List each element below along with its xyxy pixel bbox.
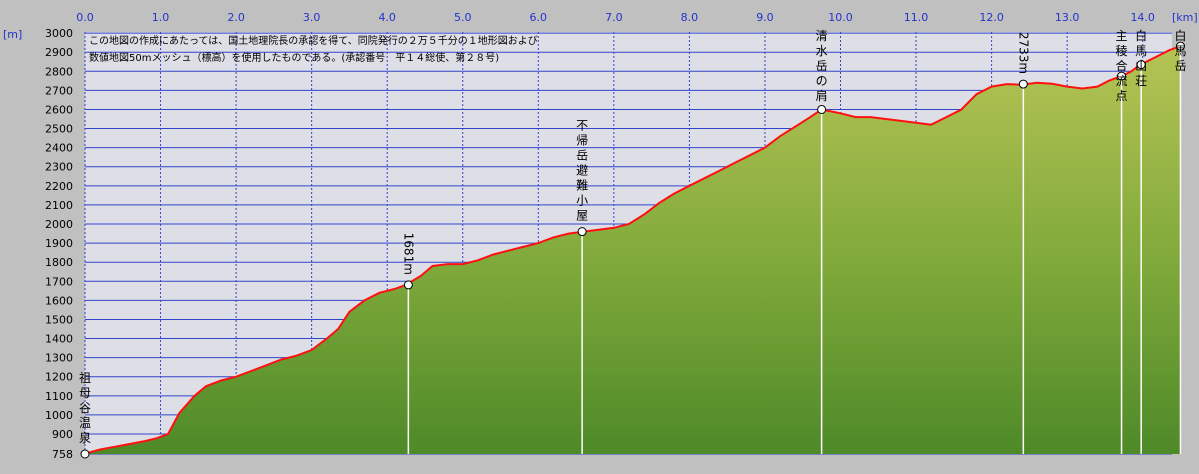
x-unit-label: [km] [1172,11,1198,24]
marker-label: 不帰岳避難小屋 [576,119,588,223]
y-tick-label: 2900 [45,46,73,59]
y-tick-label: 1700 [45,275,73,288]
x-tick-label: 8.0 [681,11,699,24]
x-tick-label: 12.0 [979,11,1004,24]
marker-point [1117,71,1127,81]
elevation-area [85,46,1181,454]
note-line-2: 数値地図50mメッシュ（標高）を使用したものである。(承認番号 平１４総使、第２… [89,51,499,64]
x-tick-label: 2.0 [227,11,245,24]
marker-label: 祖母谷温泉 [79,370,91,445]
x-tick-label: 10.0 [828,11,853,24]
y-tick-label: 2800 [45,65,73,78]
y-tick-label: 2300 [45,161,73,174]
y-unit-label: [m] [3,28,22,41]
y-tick-label: 1800 [45,256,73,269]
y-tick-label: 2100 [45,199,73,212]
note-line-1: この地図の作成にあたっては、国土地理院長の承認を得て、同院発行の２万５千分の１地… [89,34,538,47]
y-tick-label: 1900 [45,237,73,250]
y-tick-label: 1100 [45,390,73,403]
y-tick-label: 2400 [45,142,73,155]
y-tick-label: 2600 [45,103,73,116]
y-tick-label: 1200 [45,371,73,384]
y-tick-label: 758 [52,448,73,461]
marker-point [1018,79,1028,89]
y-tick-label: 1400 [45,333,73,346]
y-tick-label: 2000 [45,218,73,231]
marker-lines [407,46,1182,454]
y-tick-label: 2500 [45,123,73,136]
elevation-line [84,45,1181,455]
x-tick-label: 7.0 [605,11,623,24]
marker-label: 白馬岳 [1174,28,1186,73]
marker-point [577,227,587,237]
marker-label: 主稜合流点 [1116,29,1128,103]
y-tick-label: 3000 [45,27,73,40]
y-tick-label: 1300 [45,352,73,365]
y-tick-label: 2200 [45,180,73,193]
y-tick-label: 1500 [45,313,73,326]
marker-point [403,280,413,290]
marker-point [1136,60,1146,70]
y-tick-label: 1600 [45,294,73,307]
x-tick-label: 1.0 [152,11,170,24]
y-tick-label: 2700 [45,84,73,97]
marker-label: 白馬山荘 [1135,28,1147,88]
marker-point [80,449,90,459]
x-tick-label: 9.0 [756,11,774,24]
x-tick-label: 6.0 [530,11,548,24]
x-tick-label: 0.0 [76,11,94,24]
y-tick-label: 1000 [45,409,73,422]
copyright-note: この地図の作成にあたっては、国土地理院長の承認を得て、同院発行の２万５千分の１地… [89,34,538,64]
marker-label: 2733m [1016,32,1030,74]
marker-points [80,41,1185,459]
marker-point [817,104,827,114]
x-axis-ticks: 0.0 1.0 2.0 3.0 4.0 5.0 6.0 7.0 8.0 9.0 10.0 11.0 12… [76,11,1155,24]
y-tick-label: 900 [52,428,73,441]
x-tick-label: 5.0 [454,11,472,24]
x-tick-label: 11.0 [904,11,929,24]
x-tick-label: 13.0 [1055,11,1080,24]
marker-point [1175,41,1185,51]
x-tick-label: 3.0 [303,11,321,24]
y-axis-ticks: 3000 2900 2800 2700 2600 2500 2400 2300 2200 2100… [45,27,73,461]
x-tick-label: 14.0 [1130,11,1155,24]
marker-label: 1681m [401,233,415,275]
x-tick-label: 4.0 [378,11,396,24]
marker-label: 清水岳の肩 [816,29,828,103]
